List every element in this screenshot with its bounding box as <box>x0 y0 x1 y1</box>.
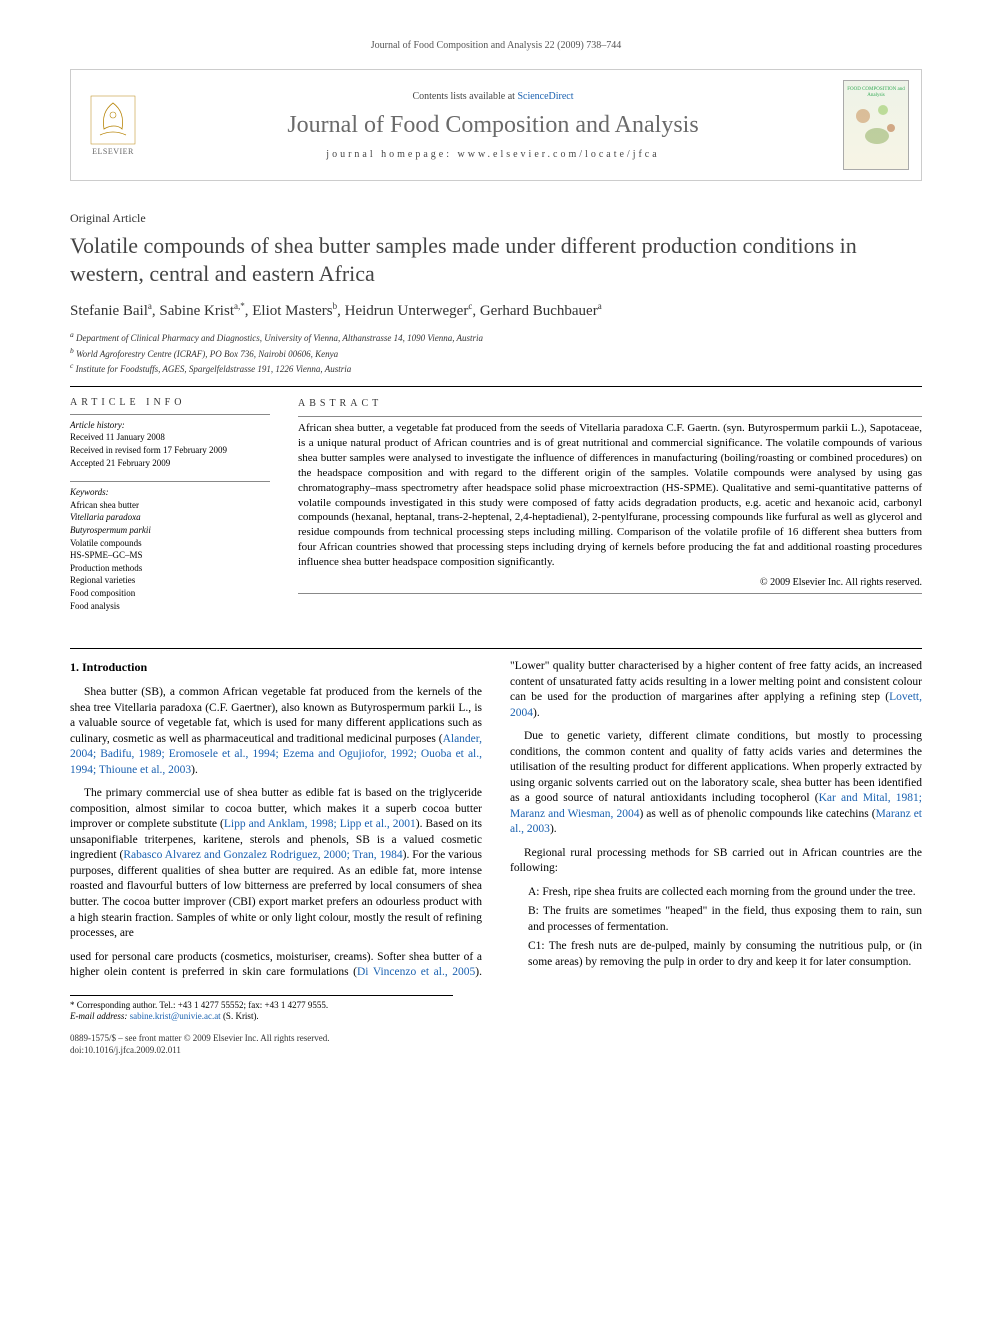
affiliations: a Department of Clinical Pharmacy and Di… <box>70 330 922 376</box>
divider <box>298 416 922 417</box>
elsevier-logo: ELSEVIER <box>83 90 143 160</box>
email-label: E-mail address: <box>70 1011 130 1021</box>
history-accepted: Accepted 21 February 2009 <box>70 457 270 470</box>
publisher-name: ELSEVIER <box>92 147 134 156</box>
history-revised: Received in revised form 17 February 200… <box>70 444 270 457</box>
list-item: C1: The fresh nuts are de-pulped, mainly… <box>528 939 922 970</box>
affiliation-b: b World Agroforestry Centre (ICRAF), PO … <box>70 346 922 361</box>
keyword: Food analysis <box>70 600 270 613</box>
author: Heidrun Unterwegerc <box>345 303 473 319</box>
paragraph: Due to genetic variety, different climat… <box>510 729 922 838</box>
citation: Di Vincenzo et al., 2005 <box>357 966 475 978</box>
citation: Rabasco Alvarez and Gonzalez Rodriguez, … <box>123 849 402 861</box>
author: Eliot Mastersb <box>252 303 337 319</box>
contents-prefix: Contents lists available at <box>412 91 517 102</box>
paragraph: Regional rural processing methods for SB… <box>510 846 922 877</box>
keywords-label: Keywords: <box>70 486 270 499</box>
journal-masthead: ELSEVIER Contents lists available at Sci… <box>70 69 922 181</box>
article-info-heading: ARTICLE INFO <box>70 397 270 408</box>
corresponding-author-note: * Corresponding author. Tel.: +43 1 4277… <box>70 995 453 1023</box>
cover-thumb-text: FOOD COMPOSITION and Analysis <box>844 87 908 98</box>
list-item: B: The fruits are sometimes "heaped" in … <box>528 904 922 935</box>
journal-cover-thumbnail: FOOD COMPOSITION and Analysis <box>843 80 909 170</box>
journal-name: Journal of Food Composition and Analysis <box>155 112 831 139</box>
keyword: HS-SPME–GC–MS <box>70 549 270 562</box>
history-received: Received 11 January 2008 <box>70 431 270 444</box>
contents-available: Contents lists available at ScienceDirec… <box>155 91 831 102</box>
keyword: African shea butter <box>70 499 270 512</box>
footer-doi: doi:10.1016/j.jfca.2009.02.011 <box>70 1045 922 1057</box>
divider <box>70 414 270 415</box>
sciencedirect-link[interactable]: ScienceDirect <box>517 91 573 102</box>
keyword: Regional varieties <box>70 574 270 587</box>
corr-email-suffix: (S. Krist). <box>221 1011 259 1021</box>
process-list: A: Fresh, ripe shea fruits are collected… <box>528 885 922 971</box>
corr-tel-fax: * Corresponding author. Tel.: +43 1 4277… <box>70 1000 453 1012</box>
abstract-text: African shea butter, a vegetable fat pro… <box>298 421 922 569</box>
list-item: A: Fresh, ripe shea fruits are collected… <box>528 885 922 901</box>
paragraph: Shea butter (SB), a common African veget… <box>70 685 482 778</box>
keyword: Vitellaria paradoxa <box>70 511 270 524</box>
abstract-panel: ABSTRACT African shea butter, a vegetabl… <box>298 397 922 624</box>
corr-email[interactable]: sabine.krist@univie.ac.at <box>130 1011 221 1021</box>
citation: Lipp and Anklam, 1998; Lipp et al., 2001 <box>224 818 416 830</box>
divider <box>298 593 922 594</box>
affiliation-c: c Institute for Foodstuffs, AGES, Sparge… <box>70 361 922 376</box>
history-label: Article history: <box>70 419 270 432</box>
divider <box>70 386 922 387</box>
page-footer: 0889-1575/$ – see front matter © 2009 El… <box>70 1033 922 1056</box>
keyword: Butyrospermum parkii <box>70 524 270 537</box>
keyword: Food composition <box>70 587 270 600</box>
section-heading: 1. Introduction <box>70 659 482 675</box>
footer-front-matter: 0889-1575/$ – see front matter © 2009 El… <box>70 1033 922 1045</box>
divider <box>70 648 922 649</box>
article-body: 1. Introduction Shea butter (SB), a comm… <box>70 659 922 980</box>
keyword: Production methods <box>70 562 270 575</box>
article-type: Original Article <box>70 211 922 226</box>
divider <box>70 481 270 482</box>
keyword: Volatile compounds <box>70 537 270 550</box>
journal-homepage: journal homepage: www.elsevier.com/locat… <box>155 149 831 160</box>
paragraph: The primary commercial use of shea butte… <box>70 786 482 941</box>
article-info-panel: ARTICLE INFO Article history: Received 1… <box>70 397 270 624</box>
abstract-heading: ABSTRACT <box>298 397 922 411</box>
running-header: Journal of Food Composition and Analysis… <box>70 40 922 51</box>
author: Sabine Krista,* <box>159 303 244 319</box>
affiliation-a: a Department of Clinical Pharmacy and Di… <box>70 330 922 345</box>
author: Gerhard Buchbauera <box>480 303 602 319</box>
abstract-copyright: © 2009 Elsevier Inc. All rights reserved… <box>298 576 922 590</box>
author-list: Stefanie Baila, Sabine Krista,*, Eliot M… <box>70 301 922 320</box>
article-title: Volatile compounds of shea butter sample… <box>70 232 922 287</box>
author: Stefanie Baila <box>70 303 152 319</box>
